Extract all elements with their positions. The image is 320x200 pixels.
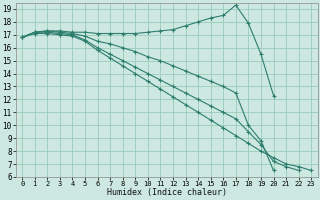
X-axis label: Humidex (Indice chaleur): Humidex (Indice chaleur) [107, 188, 227, 197]
